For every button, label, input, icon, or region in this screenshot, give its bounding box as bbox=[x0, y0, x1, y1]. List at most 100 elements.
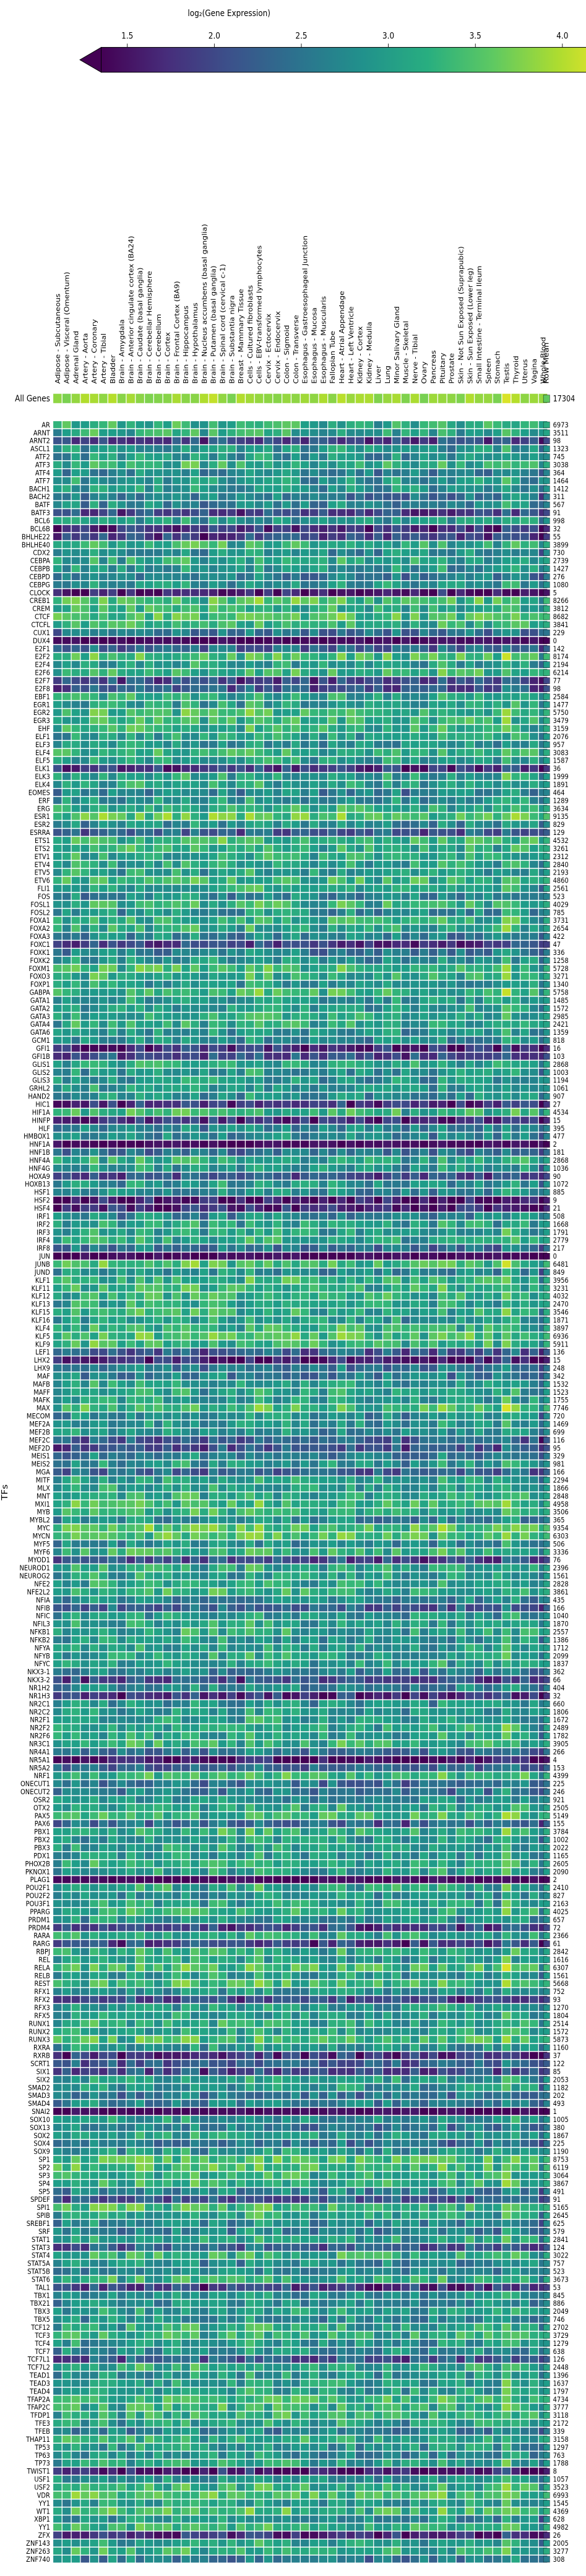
heatmap-cell bbox=[227, 517, 236, 524]
heatmap-cell bbox=[438, 1068, 447, 1076]
heatmap-cell bbox=[374, 756, 382, 764]
heatmap-cell bbox=[520, 661, 529, 669]
column-label: Brain - Cerebellum bbox=[155, 314, 163, 384]
heatmap-cell bbox=[126, 797, 136, 804]
heatmap-cell bbox=[475, 868, 483, 876]
heatmap-cell bbox=[420, 845, 428, 852]
heatmap-cell bbox=[62, 949, 71, 956]
heatmap-cell bbox=[264, 701, 273, 708]
heatmap-cell bbox=[392, 789, 401, 796]
heatmap-cell bbox=[538, 756, 548, 764]
heatmap-cell bbox=[502, 1116, 511, 1124]
heatmap-cell bbox=[420, 1068, 428, 1076]
heatmap-cell bbox=[484, 1037, 493, 1044]
heatmap-cell bbox=[282, 1084, 291, 1092]
heatmap-cell bbox=[236, 917, 245, 924]
heatmap-cell bbox=[108, 972, 117, 980]
heatmap-cell bbox=[71, 525, 80, 533]
heatmap-cell bbox=[447, 956, 456, 964]
heatmap-cell bbox=[447, 445, 456, 453]
column-label: Adrenal Gland bbox=[72, 331, 80, 384]
heatmap-cell bbox=[392, 941, 401, 948]
heatmap-cell bbox=[465, 821, 474, 828]
heatmap-cell bbox=[264, 469, 273, 476]
heatmap-cell bbox=[62, 821, 71, 828]
heatmap-cell bbox=[456, 549, 465, 557]
heatmap-cell bbox=[383, 821, 392, 828]
heatmap-cell bbox=[364, 860, 374, 868]
heatmap-cell bbox=[456, 597, 465, 604]
heatmap-cell bbox=[108, 821, 117, 828]
heatmap-cell bbox=[337, 701, 346, 708]
heatmap-cell bbox=[71, 972, 80, 980]
heatmap-cell bbox=[53, 685, 62, 692]
heatmap-cell bbox=[200, 813, 209, 820]
heatmap-cell bbox=[493, 813, 502, 820]
heatmap-cell bbox=[438, 429, 447, 437]
heatmap-cell bbox=[218, 980, 227, 988]
heatmap-cell bbox=[62, 501, 71, 508]
heatmap-cell bbox=[236, 884, 245, 892]
heatmap-cell bbox=[520, 533, 529, 541]
heatmap-cell bbox=[163, 493, 172, 500]
heatmap-cell bbox=[465, 892, 474, 900]
heatmap-cell bbox=[374, 1092, 382, 1100]
heatmap-cell bbox=[392, 549, 401, 557]
heatmap-cell bbox=[218, 437, 227, 445]
heatmap-cell bbox=[108, 988, 117, 996]
heatmap-cell bbox=[420, 996, 428, 1004]
heatmap-cell bbox=[80, 845, 90, 852]
heatmap-cell bbox=[328, 748, 337, 756]
heatmap-cell bbox=[108, 685, 117, 692]
heatmap-cell bbox=[530, 661, 538, 669]
heatmap-cell bbox=[456, 1060, 465, 1068]
heatmap-cell bbox=[90, 709, 98, 716]
heatmap-cell bbox=[337, 956, 346, 964]
heatmap-cell bbox=[465, 901, 474, 908]
heatmap-cell bbox=[254, 917, 264, 924]
heatmap-cell bbox=[218, 517, 227, 524]
heatmap-cell bbox=[511, 421, 520, 429]
heatmap-cell bbox=[401, 964, 410, 972]
column-label: Bladder bbox=[110, 354, 117, 383]
heatmap-cell bbox=[181, 917, 190, 924]
heatmap-cell bbox=[282, 941, 291, 948]
heatmap-cell bbox=[153, 852, 163, 860]
heatmap-cell bbox=[136, 1116, 144, 1124]
heatmap-cell bbox=[511, 669, 520, 677]
heatmap-cell bbox=[273, 933, 282, 940]
heatmap-cell bbox=[191, 1084, 199, 1092]
heatmap-cell bbox=[484, 461, 493, 469]
heatmap-cell bbox=[401, 1060, 410, 1068]
heatmap-cell bbox=[530, 485, 538, 492]
heatmap-cell bbox=[117, 845, 126, 852]
heatmap-cell bbox=[254, 1084, 264, 1092]
heatmap-cell bbox=[108, 917, 117, 924]
heatmap-cell bbox=[163, 764, 172, 772]
heatmap-cell bbox=[218, 1116, 227, 1124]
heatmap-cell bbox=[90, 525, 98, 533]
heatmap-cell bbox=[71, 709, 80, 716]
heatmap-cell bbox=[319, 860, 328, 868]
heatmap-cell bbox=[246, 533, 254, 541]
heatmap-cell bbox=[126, 813, 136, 820]
heatmap-cell bbox=[236, 756, 245, 764]
heatmap-cell bbox=[181, 772, 190, 781]
heatmap-cell bbox=[328, 477, 337, 484]
heatmap-cell bbox=[172, 557, 181, 565]
heatmap-cell bbox=[136, 917, 144, 924]
heatmap-cell bbox=[273, 709, 282, 716]
heatmap-cell bbox=[502, 485, 511, 492]
heatmap-cell bbox=[502, 917, 511, 924]
heatmap-cell bbox=[438, 1029, 447, 1036]
heatmap-cell bbox=[337, 740, 346, 748]
heatmap-cell bbox=[191, 917, 199, 924]
heatmap-cell bbox=[429, 1076, 437, 1084]
heatmap-cell bbox=[328, 605, 337, 612]
heatmap-cell bbox=[484, 1021, 493, 1028]
heatmap-cell bbox=[364, 1132, 374, 1140]
heatmap-cell bbox=[209, 685, 218, 692]
heatmap-cell bbox=[80, 477, 90, 484]
heatmap-cell bbox=[53, 813, 62, 820]
heatmap-cell bbox=[420, 541, 428, 549]
